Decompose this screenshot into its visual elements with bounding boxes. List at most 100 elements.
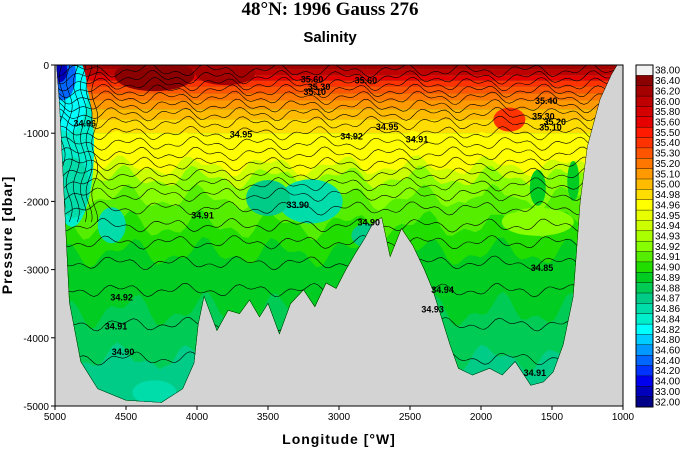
x-tick-label: 5000 xyxy=(44,412,67,423)
contour-label: 35.30 xyxy=(532,112,555,122)
colorbar-label: 35.20 xyxy=(655,159,680,170)
contour-label: 35.10 xyxy=(539,123,562,133)
colorbar-label: 34.98 xyxy=(655,190,680,201)
colorbar-label: 34.60 xyxy=(655,346,680,357)
colorbar-label: 36.40 xyxy=(655,76,680,87)
colorbar-label: 34.94 xyxy=(655,221,680,232)
y-tick-label: -2000 xyxy=(23,197,49,208)
contour-label: 34.94 xyxy=(431,285,454,295)
colorbar-label: 32.00 xyxy=(655,397,680,408)
colorbar-label: 35.80 xyxy=(655,107,680,118)
colorbar-label: 34.40 xyxy=(655,356,680,367)
colorbar-label: 36.20 xyxy=(655,86,680,97)
contour-label: 34.91 xyxy=(191,211,214,221)
x-tick-label: 1500 xyxy=(541,412,564,423)
y-tick-label: -5000 xyxy=(23,402,49,413)
colorbar-label: 34.82 xyxy=(655,325,680,336)
colorbar-label: 34.93 xyxy=(655,232,680,243)
colorbar-label: 38.00 xyxy=(655,66,680,77)
colorbar-label: 34.92 xyxy=(655,242,680,253)
y-tick-label: 0 xyxy=(43,61,49,72)
colorbar-swatch xyxy=(635,158,654,170)
colorbar-swatch xyxy=(635,396,654,408)
contour-label: 35.20 xyxy=(544,117,567,127)
colorbar-swatch xyxy=(635,220,654,232)
contour-label: 34.90 xyxy=(358,217,381,227)
colorbar-swatch xyxy=(635,209,654,221)
colorbar-swatch xyxy=(635,303,654,315)
x-tick-label: 4500 xyxy=(115,412,138,423)
colorbar-swatch xyxy=(635,272,654,284)
colorbar-label: 34.89 xyxy=(655,273,680,284)
colorbar-swatch xyxy=(635,344,654,356)
colorbar-label: 33.00 xyxy=(655,387,680,398)
colorbar-swatch xyxy=(635,168,654,180)
colorbar-swatch xyxy=(635,137,654,149)
contour-label: 34.85 xyxy=(531,263,554,273)
colorbar-swatch xyxy=(635,147,654,159)
contour-label: 34.95 xyxy=(376,122,399,132)
colorbar-label: 34.87 xyxy=(655,294,680,305)
colorbar-label: 34.96 xyxy=(655,200,680,211)
contour-label: 34.91 xyxy=(406,135,429,145)
contour-label: 34.91 xyxy=(524,368,547,378)
colorbar-label: 34.86 xyxy=(655,304,680,315)
colorbar-label: 34.20 xyxy=(655,366,680,377)
colorbar-label: 34.90 xyxy=(655,263,680,274)
colorbar-swatch xyxy=(635,126,654,139)
contour-label: 33.90 xyxy=(287,200,310,210)
contour-label: 34.93 xyxy=(421,305,444,315)
chart-title: 48°N: 1996 Gauss 276 xyxy=(241,0,418,20)
x-tick-label: 3000 xyxy=(328,412,351,423)
colorbar-label: 34.84 xyxy=(655,314,680,325)
colorbar-label: 34.80 xyxy=(655,335,680,346)
colorbar-swatch xyxy=(635,282,654,294)
colorbar-swatch xyxy=(635,240,654,253)
colorbar-swatch xyxy=(635,334,654,346)
x-axis: 5000 4500 4000 3500 3000 2500 2000 1500 1000 xyxy=(44,406,635,423)
colorbar-swatch xyxy=(635,75,654,87)
colorbar-label: 34.00 xyxy=(655,377,680,388)
colorbar-swatch xyxy=(635,178,654,190)
colorbar-swatch xyxy=(635,375,654,387)
colorbar-swatch xyxy=(635,106,654,118)
colorbar-swatch xyxy=(635,386,654,398)
colorbar-swatch xyxy=(635,85,654,97)
y-tick-label: -3000 xyxy=(23,266,49,277)
x-tick-label: 3500 xyxy=(257,412,280,423)
contour-label: 34.92 xyxy=(340,131,363,141)
colorbar-swatch xyxy=(635,199,654,211)
contour-label: 34.90 xyxy=(112,347,135,357)
colorbar-swatch xyxy=(635,189,654,201)
contour-label: 35.60 xyxy=(301,75,324,85)
colorbar-label: 34.88 xyxy=(655,283,680,294)
colorbar-label: 34.91 xyxy=(655,252,680,263)
colorbar-swatch xyxy=(635,230,654,242)
contour-label: 34.95 xyxy=(230,129,253,139)
colorbar-label: 35.10 xyxy=(655,169,680,180)
y-tick-label: -4000 xyxy=(23,334,49,345)
colorbar-swatch xyxy=(635,116,654,128)
colorbar-swatch xyxy=(635,261,654,273)
colorbar-swatch xyxy=(635,64,654,76)
colorbar-label: 36.00 xyxy=(655,97,680,108)
x-tick-label: 1000 xyxy=(612,412,635,423)
colorbar-label: 35.50 xyxy=(655,128,680,139)
contour-label: 34.92 xyxy=(110,292,133,302)
x-tick-label: 4000 xyxy=(186,412,209,423)
colorbar-swatch xyxy=(635,292,654,304)
y-tick-label: -1000 xyxy=(23,129,49,140)
colorbar-label: 35.00 xyxy=(655,180,680,191)
colorbar-swatch xyxy=(635,365,654,377)
contour-label: 34.96 xyxy=(74,118,97,128)
colorbar-swatch xyxy=(635,95,654,107)
contour-label: 35.30 xyxy=(308,82,331,92)
y-axis: 0 -1000 -2000 -3000 -4000 -5000 xyxy=(23,61,55,413)
x-tick-label: 2000 xyxy=(470,412,493,423)
y-axis-title: Pressure [dbar] xyxy=(0,176,15,294)
contour-label: 34.91 xyxy=(105,322,128,332)
colorbar-label: 35.30 xyxy=(655,149,680,160)
colorbar-swatch xyxy=(635,354,654,367)
